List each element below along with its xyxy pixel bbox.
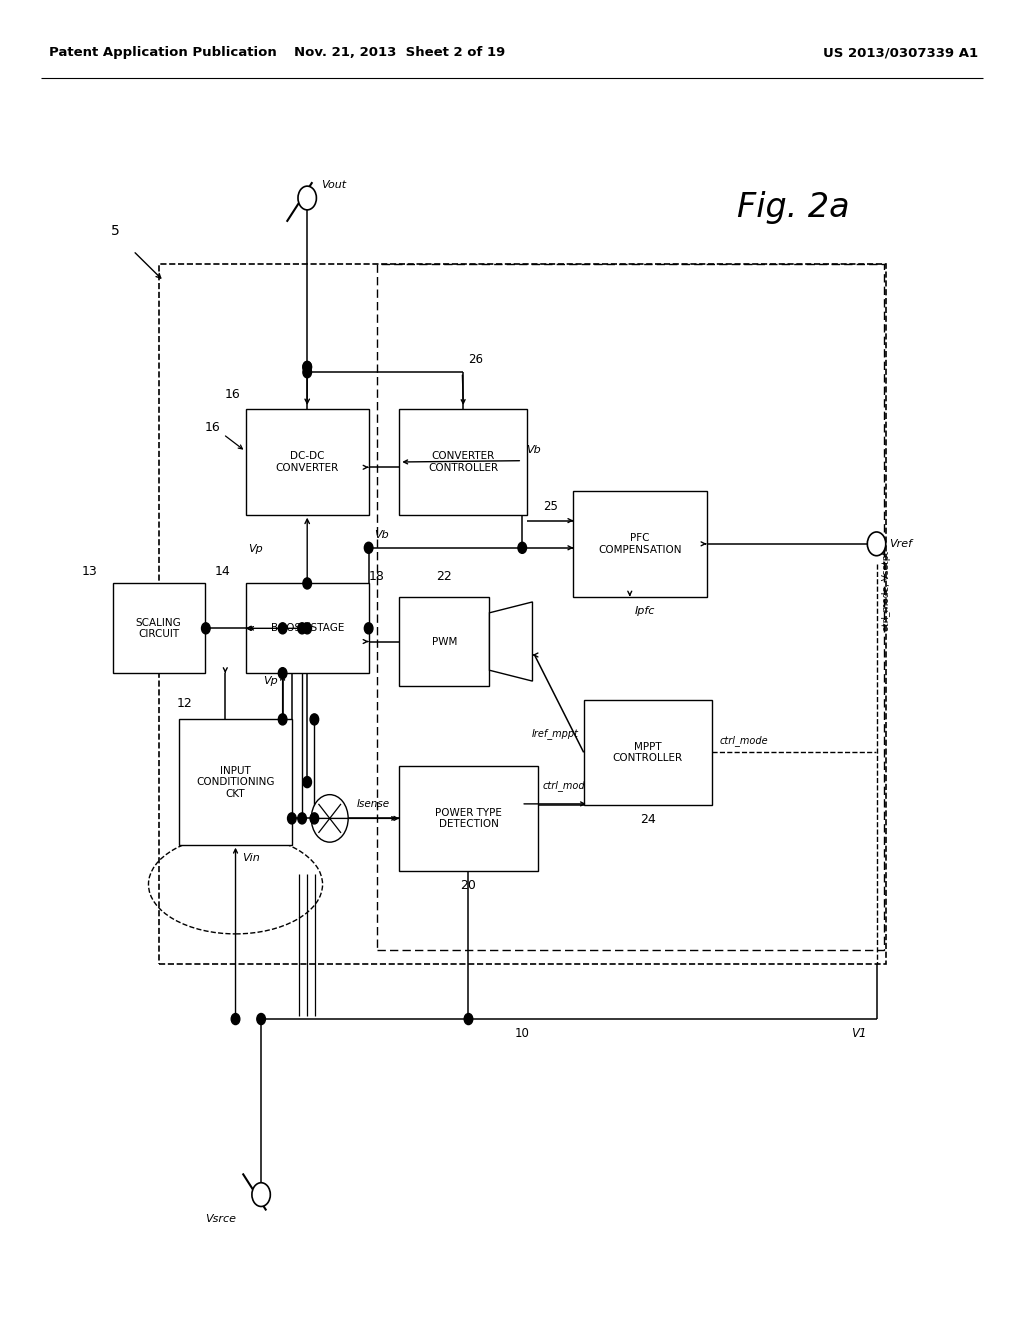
Circle shape [867,532,886,556]
Circle shape [303,623,311,634]
Bar [246,409,369,515]
Bar [113,583,205,673]
Text: 26: 26 [469,352,483,366]
Bar [159,264,886,964]
Circle shape [298,813,306,824]
Text: Nov. 21, 2013  Sheet 2 of 19: Nov. 21, 2013 Sheet 2 of 19 [294,46,505,59]
Bar [399,409,527,515]
Text: US 2013/0307339 A1: US 2013/0307339 A1 [823,46,978,59]
Bar [399,597,489,686]
Circle shape [288,813,296,824]
Circle shape [252,1183,270,1206]
Text: DC-DC
CONVERTER: DC-DC CONVERTER [275,451,339,473]
Text: 5: 5 [111,223,120,238]
Bar [246,583,369,673]
Circle shape [279,668,287,678]
Text: PFC
COMPENSATION: PFC COMPENSATION [598,533,682,554]
Bar [377,264,884,950]
Circle shape [303,362,311,372]
Text: 12: 12 [177,697,193,710]
Text: Vp: Vp [248,544,262,554]
Text: BOOST STAGE: BOOST STAGE [270,623,344,634]
Text: 24: 24 [640,813,655,826]
Text: 22: 22 [436,570,453,583]
Text: Vref: Vref [889,539,911,549]
Text: 16: 16 [205,421,220,434]
Text: 20: 20 [461,879,476,892]
Text: ctrl_mode, Vsetpt: ctrl_mode, Vsetpt [883,550,891,631]
Circle shape [231,1014,240,1024]
Text: POWER TYPE
DETECTION: POWER TYPE DETECTION [435,808,502,829]
Circle shape [257,1014,265,1024]
Text: pwm_ctrl: pwm_ctrl [403,623,449,634]
Text: CONVERTER
CONTROLLER: CONVERTER CONTROLLER [428,451,499,473]
Text: 18: 18 [369,570,385,583]
Text: Vp: Vp [263,676,278,686]
Text: MPPT
CONTROLLER: MPPT CONTROLLER [612,742,683,763]
Circle shape [303,776,311,788]
Text: Isense: Isense [357,799,390,809]
Polygon shape [489,602,532,681]
Circle shape [303,367,311,378]
Text: Patent Application Publication: Patent Application Publication [49,46,276,59]
Text: 10: 10 [515,1027,529,1040]
Bar [573,491,707,597]
Circle shape [310,813,318,824]
Text: 13: 13 [82,565,97,578]
Bar [399,766,538,871]
Text: Vb: Vb [374,529,388,540]
Text: INPUT
CONDITIONING
CKT: INPUT CONDITIONING CKT [197,766,274,799]
Circle shape [365,543,373,553]
Text: Fig. 2a: Fig. 2a [737,191,850,224]
Circle shape [202,623,210,634]
Text: SCALING
CIRCUIT: SCALING CIRCUIT [136,618,181,639]
Text: Ipfc: Ipfc [635,606,655,616]
Text: Vb: Vb [526,445,541,455]
Text: 25: 25 [543,500,558,512]
Circle shape [298,623,306,634]
Text: Vout: Vout [322,180,347,190]
Circle shape [518,543,526,553]
Circle shape [279,623,287,634]
Text: Iref_mppt: Iref_mppt [531,729,579,739]
Circle shape [279,714,287,725]
Circle shape [464,1014,473,1024]
Bar [179,719,292,845]
Bar [584,700,712,805]
Circle shape [303,578,311,589]
Text: Vin: Vin [242,853,259,863]
Circle shape [310,714,318,725]
Circle shape [298,186,316,210]
Circle shape [303,362,311,372]
Text: 14: 14 [215,565,230,578]
Text: Vsrce: Vsrce [205,1213,236,1224]
Text: PWM: PWM [432,636,457,647]
Text: 16: 16 [225,388,241,401]
Text: V1: V1 [851,1027,866,1040]
Text: ctrl_mode: ctrl_mode [720,735,768,746]
Circle shape [365,623,373,634]
Text: ctrl_mode: ctrl_mode [543,780,591,791]
Circle shape [311,795,348,842]
